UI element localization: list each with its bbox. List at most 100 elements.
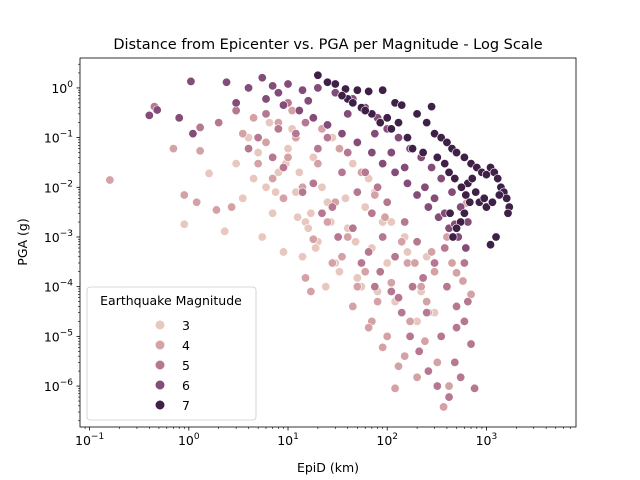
data-point: [402, 178, 412, 188]
legend-marker: [154, 319, 166, 331]
data-point: [408, 282, 418, 292]
data-point: [231, 159, 241, 169]
data-point: [452, 323, 462, 333]
data-point: [261, 94, 271, 104]
data-point: [337, 91, 347, 101]
data-point: [467, 174, 477, 184]
data-point: [278, 163, 288, 173]
data-point: [432, 152, 442, 162]
data-point: [378, 232, 388, 242]
data-point: [459, 258, 469, 268]
data-point: [298, 187, 308, 197]
data-point: [479, 193, 489, 203]
data-point: [382, 258, 392, 268]
data-point: [414, 346, 424, 356]
data-point: [348, 301, 358, 311]
chart-title: Distance from Epicenter vs. PGA per Magn…: [113, 37, 542, 53]
data-point: [390, 383, 400, 393]
data-point: [445, 208, 455, 218]
y-tick-label: 100: [51, 80, 73, 96]
data-point: [308, 152, 318, 162]
data-point: [179, 219, 189, 229]
data-point: [211, 205, 221, 215]
data-point: [382, 331, 392, 341]
data-point: [470, 383, 480, 393]
data-point: [308, 178, 318, 188]
data-point: [493, 174, 503, 184]
data-point: [322, 133, 332, 143]
data-point: [364, 86, 374, 96]
data-point: [402, 247, 412, 257]
data-point: [348, 98, 358, 108]
data-point: [416, 282, 426, 292]
data-point: [317, 182, 327, 192]
data-point: [423, 202, 433, 212]
data-point: [283, 152, 293, 162]
x-tick-label: 100: [178, 432, 200, 448]
data-point: [322, 77, 332, 87]
data-point: [352, 282, 362, 292]
data-point: [249, 174, 259, 184]
legend-marker: [154, 379, 166, 391]
data-point: [461, 190, 471, 200]
data-point: [410, 258, 420, 268]
legend-marker: [154, 399, 166, 411]
data-point: [373, 182, 383, 192]
data-point: [294, 167, 304, 177]
data-point: [430, 129, 440, 139]
data-point: [390, 252, 400, 262]
data-point: [459, 208, 469, 218]
data-point: [360, 106, 370, 116]
data-point: [494, 190, 504, 200]
x-tick-label: 10−1: [75, 432, 104, 448]
data-point: [427, 163, 437, 173]
data-point: [360, 202, 370, 212]
data-point: [105, 175, 115, 185]
data-point: [334, 267, 344, 277]
data-point: [436, 331, 446, 341]
data-point: [491, 232, 501, 242]
data-point: [382, 113, 392, 123]
data-point: [440, 159, 450, 169]
data-point: [394, 361, 404, 371]
data-point: [390, 167, 400, 177]
data-point: [400, 217, 410, 227]
data-point: [179, 190, 189, 200]
data-point: [422, 308, 432, 318]
legend-box: [86, 286, 257, 421]
data-point: [303, 223, 313, 233]
data-point: [386, 217, 396, 227]
x-axis: 10−1 100 101 102 103: [75, 427, 571, 448]
data-point: [439, 402, 449, 412]
data-point: [471, 187, 481, 197]
data-point: [367, 148, 377, 158]
x-axis-label: EpiD (km): [297, 460, 359, 475]
data-point: [273, 124, 283, 134]
data-point: [313, 83, 323, 93]
data-point: [456, 217, 466, 227]
data-point: [463, 297, 473, 307]
data-point: [402, 133, 412, 143]
series-5: [149, 98, 480, 402]
data-point: [459, 316, 469, 326]
data-point: [348, 159, 358, 169]
legend-label: 3: [182, 318, 190, 333]
data-point: [238, 193, 248, 203]
data-point: [380, 212, 390, 222]
data-point: [448, 232, 458, 242]
data-point: [412, 237, 422, 247]
data-point: [268, 208, 278, 218]
x-tick-label: 103: [476, 432, 498, 448]
x-tick-label: 102: [376, 432, 398, 448]
data-point: [303, 96, 313, 106]
data-point: [397, 100, 407, 110]
data-point: [322, 217, 332, 227]
data-point: [394, 293, 404, 303]
y-tick-label: 10−5: [44, 328, 73, 344]
data-point: [214, 118, 224, 128]
data-point: [268, 81, 278, 91]
data-point: [300, 118, 310, 128]
data-point: [427, 247, 437, 257]
y-tick-label: 10−6: [44, 378, 73, 394]
